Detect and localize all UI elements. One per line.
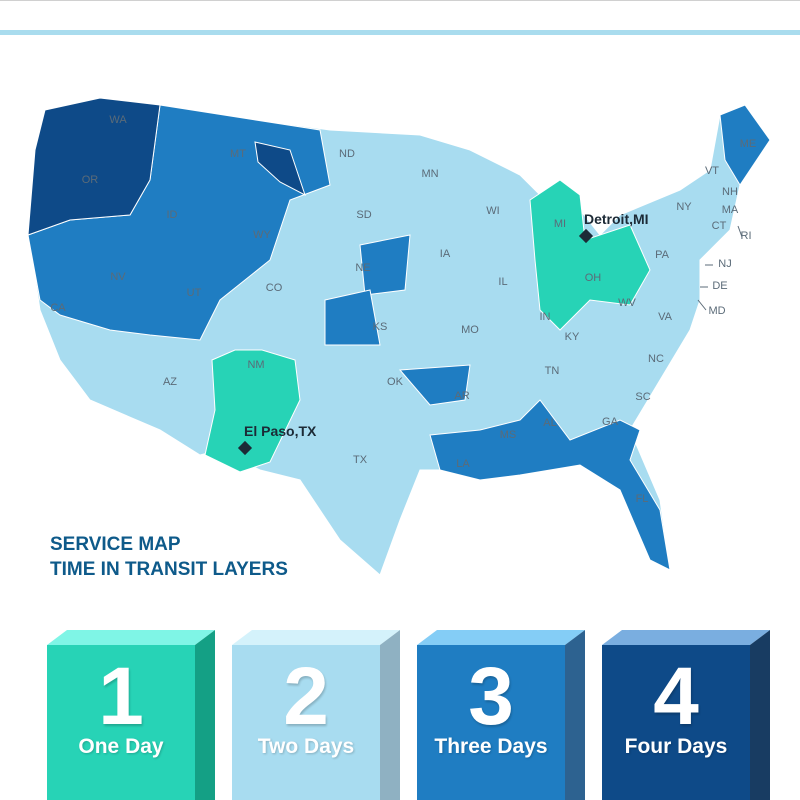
state-label-va: VA [658,311,673,323]
state-label-ct: CT [712,220,727,232]
nebraska-three-day-zone [359,234,411,296]
state-label-ny: NY [676,201,692,213]
title-line-2: TIME IN TRANSIT LAYERS [50,559,288,580]
legend-label: Three Days [434,735,548,758]
legend-block [417,630,585,800]
state-label-wv: WV [618,297,636,309]
state-label-nd: ND [339,148,355,160]
title-line-1: SERVICE MAP [50,534,181,555]
state-label-ri: RI [741,230,752,242]
state-label-ia: IA [440,248,451,260]
kansas-three-day-zone [324,289,381,346]
legend-block [232,630,400,800]
state-label-nc: NC [648,353,664,365]
state-label-il: IL [498,276,507,288]
legend-label: Four Days [624,735,728,758]
legend-number: 4 [653,651,699,742]
legend-box-3: 3 Three Days [417,630,587,800]
state-leader-line [697,299,707,311]
city-label: Detroit,MI [584,211,649,227]
state-label-ca: CA [50,302,66,314]
oklahoma-three-day-zone [398,364,471,406]
diamond-marker-icon [578,228,594,244]
state-label-or: OR [82,174,99,186]
state-label-ut: UT [187,287,202,299]
header-band [0,30,800,35]
legend-label: Two Days [257,735,355,758]
maine-three-day-zone [719,104,771,186]
state-label-ma: MA [722,204,739,216]
legend-label: One Day [78,735,164,758]
state-label-sc: SC [635,391,650,403]
state-label-fl: FL [636,493,649,505]
legend-block [602,630,770,800]
state-label-tn: TN [545,365,560,377]
state-label-mo: MO [461,324,479,336]
state-label-vt: VT [705,165,719,177]
legend-box-4: 4 Four Days [602,630,772,800]
state-label-sd: SD [356,209,371,221]
legend-box-1: 1 One Day [47,630,217,800]
legend-box-2: 2 Two Days [232,630,402,800]
state-label-ne: NE [355,262,370,274]
legend-number: 1 [98,651,144,742]
state-label-id: ID [167,209,178,221]
state-label-az: AZ [163,376,177,388]
state-label-nh: NH [722,186,738,198]
state-label-nv: NV [110,271,126,283]
diamond-marker-icon [237,440,253,456]
state-label-ks: KS [373,321,388,333]
new-mexico-one-day-zone [204,349,301,473]
state-label-nm: NM [247,359,264,371]
state-label-md: MD [708,305,725,317]
southeast-three-day-zone [429,399,671,571]
state-label-ok: OK [387,376,404,388]
city-label: El Paso,TX [244,423,317,439]
great-lakes-one-day-zone [529,179,651,331]
state-label-mt: MT [230,148,246,160]
state-label-de: DE [712,280,727,292]
northwest-four-day-zone [27,97,161,236]
state-label-nj: NJ [718,258,731,270]
state-label-wi: WI [486,205,499,217]
state-label-ar: AR [454,390,469,402]
state-label-in: IN [540,311,551,323]
state-label-me: ME [740,138,757,150]
state-label-mn: MN [421,168,438,180]
state-label-tx: TX [353,454,368,466]
state-label-wa: WA [109,114,127,126]
state-label-la: LA [456,458,470,470]
state-label-oh: OH [585,272,602,284]
state-label-ga: GA [602,416,619,428]
map-title: SERVICE MAP TIME IN TRANSIT LAYERS [50,532,288,582]
state-leader-line [737,225,743,238]
state-label-mi: MI [554,218,566,230]
legend-number: 3 [468,651,514,742]
montana-four-day-zone [254,141,306,197]
state-label-wy: WY [253,229,271,241]
legend-number: 2 [283,651,329,742]
legend-block [47,630,215,800]
state-label-pa: PA [655,249,670,261]
top-divider [0,0,800,1]
state-label-ms: MS [500,429,517,441]
state-label-al: AL [543,417,556,429]
state-label-ky: KY [565,331,580,343]
us-service-map: WA OR CA ID NV MT WY UT AZ CO NM ND SD NE KS OK TX MN IA MO… [27,97,771,576]
state-label-co: CO [266,282,283,294]
